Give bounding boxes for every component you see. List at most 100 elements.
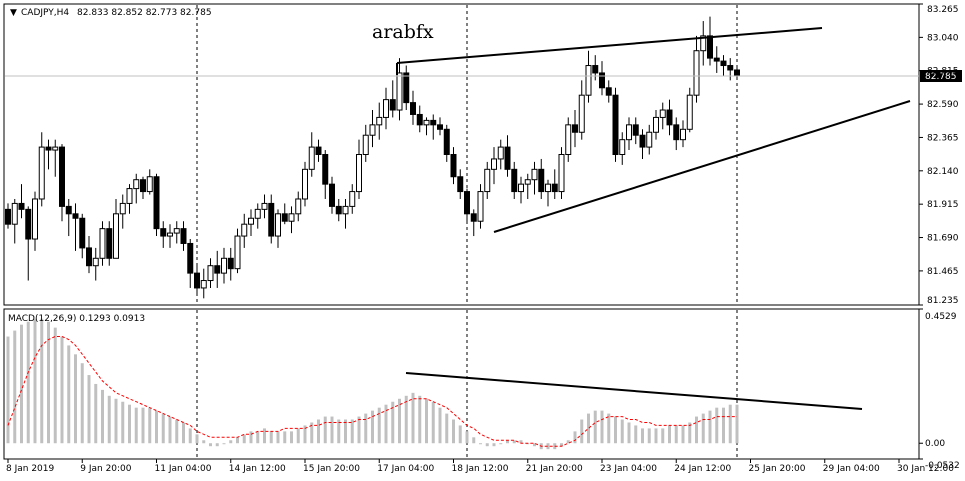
macd-histogram-bar xyxy=(222,443,226,445)
macd-histogram-bar xyxy=(614,416,617,444)
macd-histogram-bar xyxy=(728,404,732,444)
macd-histogram-bar xyxy=(688,422,692,444)
macd-histogram-bar xyxy=(560,443,563,447)
macd-histogram-bar xyxy=(593,410,597,444)
macd-histogram-bar xyxy=(74,354,77,444)
candle-body xyxy=(180,228,187,244)
macd-histogram-bar xyxy=(195,434,199,444)
macd-histogram-bar xyxy=(94,383,98,444)
candle-body xyxy=(362,134,369,155)
macd-histogram-bar xyxy=(13,330,17,444)
macd-histogram-bar xyxy=(161,413,165,444)
candle-body xyxy=(545,183,551,193)
candle-body xyxy=(464,191,470,215)
candle-body xyxy=(254,208,261,219)
candle-body xyxy=(585,65,592,96)
macd-histogram-bar xyxy=(323,416,327,444)
candle-body xyxy=(308,146,315,170)
macd-tick-label: -0.0532 xyxy=(925,461,960,471)
candle-body xyxy=(470,213,477,222)
macd-histogram-bar xyxy=(485,443,489,447)
candle-body xyxy=(443,128,450,156)
macd-trendline[interactable] xyxy=(405,372,863,410)
candle-body xyxy=(632,124,639,136)
candle-body xyxy=(11,202,18,225)
candle-body xyxy=(32,198,38,240)
macd-histogram-bar xyxy=(566,440,570,444)
macd-histogram-bar xyxy=(330,416,334,444)
macd-histogram-bar xyxy=(303,425,307,444)
price-tick-label: 83.265 xyxy=(927,5,959,15)
macd-histogram-bar xyxy=(128,404,131,444)
candle-body xyxy=(5,208,11,225)
macd-histogram-bar xyxy=(283,431,287,444)
time-tick-label: 25 Jan 20:00 xyxy=(749,464,806,474)
macd-histogram-bar xyxy=(357,416,361,444)
candle-body xyxy=(187,242,194,274)
candle-body xyxy=(329,183,335,207)
macd-histogram-bar xyxy=(377,407,381,444)
candle-body xyxy=(713,57,720,62)
macd-histogram-bar xyxy=(533,443,536,447)
candle-body xyxy=(491,158,497,170)
macd-histogram-bar xyxy=(695,416,698,444)
time-tick-label: 18 Jan 12:00 xyxy=(452,464,509,474)
candle-body xyxy=(322,154,329,185)
upper-trendline[interactable] xyxy=(396,27,823,64)
macd-histogram-bar xyxy=(452,419,455,444)
macd-histogram-bar xyxy=(53,327,57,444)
macd-histogram-bar xyxy=(364,413,368,444)
macd-signal-line xyxy=(7,336,737,447)
ohlc-label: 82.833 82.852 82.773 82.785 xyxy=(77,8,212,18)
candle-body xyxy=(146,176,153,193)
candle-body xyxy=(214,265,221,274)
candle-body xyxy=(653,116,659,133)
macd-histogram-bar xyxy=(168,416,172,444)
candle-body xyxy=(477,191,484,222)
macd-histogram-bar xyxy=(384,404,388,444)
macd-histogram-bar xyxy=(438,407,442,444)
candle-body xyxy=(315,146,322,156)
macd-histogram-bar xyxy=(512,440,516,444)
candle-body xyxy=(450,154,457,178)
lower-trendline[interactable] xyxy=(493,100,911,233)
macd-histogram-bar xyxy=(290,431,293,444)
time-tick-label: 11 Jan 04:00 xyxy=(155,464,212,474)
macd-histogram-bar xyxy=(411,392,415,444)
candle-body xyxy=(497,146,504,160)
candle-body xyxy=(99,228,106,259)
macd-histogram-bar xyxy=(263,428,266,444)
candle-body xyxy=(619,139,626,155)
macd-histogram-bar xyxy=(60,336,64,444)
candle-body xyxy=(605,87,612,96)
price-tick-label: 81.235 xyxy=(927,296,959,306)
candle-body xyxy=(140,179,146,193)
candle-body xyxy=(59,146,65,207)
candle-body xyxy=(659,109,666,118)
macd-histogram-bar xyxy=(404,395,408,444)
candle-body xyxy=(153,176,160,230)
macd-histogram-bar xyxy=(249,431,253,444)
symbol-label: CADJPY,H4 xyxy=(21,8,69,18)
candle-body xyxy=(383,99,389,118)
candles-layer xyxy=(5,16,740,299)
macd-histogram-bar xyxy=(242,434,246,444)
macd-histogram-bar xyxy=(607,413,611,444)
candle-body xyxy=(133,179,140,190)
macd-histogram-bar xyxy=(101,389,104,444)
macd-histogram-bar xyxy=(317,419,320,444)
time-tick-label: 17 Jan 04:00 xyxy=(377,464,434,474)
candle-body xyxy=(275,213,281,237)
candle-body xyxy=(302,168,308,200)
collapse-arrow-icon[interactable]: ▼ xyxy=(10,8,17,18)
macd-histogram-bar xyxy=(80,363,84,444)
macd-histogram-bar xyxy=(701,413,705,444)
candle-body xyxy=(403,72,410,104)
macd-histogram-bar xyxy=(546,443,550,450)
candle-body xyxy=(92,257,99,267)
candle-body xyxy=(126,188,133,204)
candle-body xyxy=(167,232,173,237)
candle-body xyxy=(221,257,227,274)
candle-body xyxy=(572,124,578,133)
